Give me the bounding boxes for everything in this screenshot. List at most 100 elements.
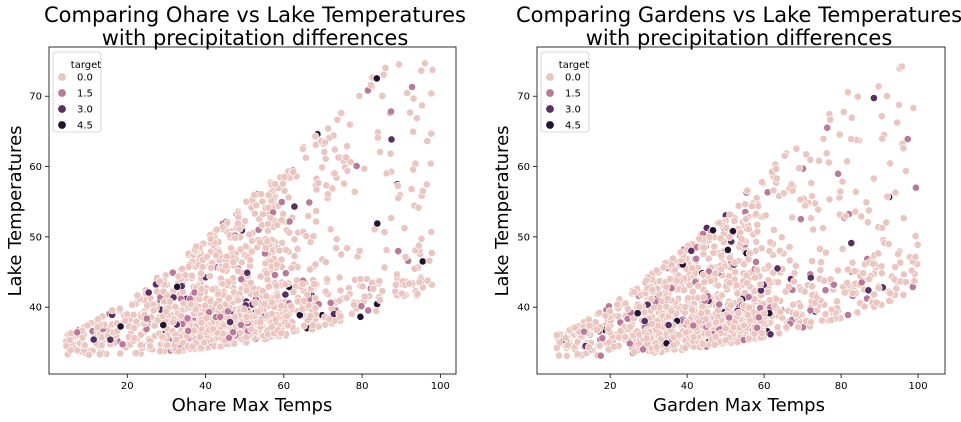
scatter-point bbox=[877, 262, 886, 271]
scatter-point bbox=[393, 181, 402, 190]
scatter-point bbox=[814, 205, 823, 214]
scatter-point bbox=[872, 298, 881, 307]
scatter-point bbox=[706, 276, 715, 285]
scatter-point bbox=[773, 323, 782, 332]
legend-label: 4.5 bbox=[77, 121, 93, 132]
scatter-point bbox=[715, 218, 724, 227]
scatter-point bbox=[382, 169, 391, 178]
scatter-point bbox=[774, 278, 782, 287]
scatter-point bbox=[711, 332, 720, 341]
scatter-point bbox=[807, 318, 815, 327]
scatter-point bbox=[263, 226, 272, 235]
scatter-point bbox=[910, 276, 919, 285]
scatter-point bbox=[841, 212, 850, 221]
scatter-point bbox=[116, 304, 124, 313]
x-tick-label: 80 bbox=[356, 381, 369, 392]
scatter-point bbox=[899, 214, 908, 223]
scatter-point bbox=[417, 66, 426, 75]
scatter-point bbox=[663, 294, 672, 303]
scatter-point bbox=[740, 260, 748, 269]
scatter-point bbox=[414, 241, 423, 250]
chart-title-line1: Comparing Ohare vs Lake Temperatures bbox=[44, 3, 466, 27]
scatter-point bbox=[346, 158, 355, 166]
scatter-point bbox=[414, 203, 423, 212]
scatter-point bbox=[810, 299, 819, 307]
scatter-point bbox=[392, 270, 401, 279]
scatter-point bbox=[704, 329, 713, 338]
chart-title-line1: Comparing Gardens vs Lake Temperatures bbox=[516, 3, 961, 27]
scatter-point bbox=[250, 209, 259, 218]
scatter-point bbox=[714, 281, 723, 290]
scatter-point bbox=[241, 216, 249, 225]
x-tick-label: 100 bbox=[431, 381, 450, 392]
scatter-point bbox=[830, 280, 838, 289]
scatter-point bbox=[78, 333, 87, 342]
scatter-point bbox=[838, 244, 847, 253]
scatter-point bbox=[323, 190, 332, 199]
scatter-point bbox=[704, 254, 713, 263]
scatter-point bbox=[840, 288, 849, 297]
scatter-point bbox=[378, 92, 387, 100]
scatter-point bbox=[681, 303, 690, 311]
scatter-point bbox=[260, 300, 269, 308]
scatter-point bbox=[737, 235, 746, 243]
scatter-point bbox=[593, 326, 601, 334]
scatter-point bbox=[772, 164, 781, 173]
scatter-point bbox=[201, 301, 210, 310]
scatter-point bbox=[710, 242, 719, 251]
scatter-point bbox=[639, 345, 647, 354]
y-tick-label: 50 bbox=[517, 232, 530, 243]
scatter-point bbox=[285, 217, 294, 226]
scatter-point bbox=[311, 294, 320, 303]
scatter-point bbox=[907, 266, 916, 275]
scatter-point bbox=[848, 289, 857, 298]
scatter-point bbox=[246, 256, 255, 264]
scatter-point bbox=[844, 311, 852, 319]
scatter-point bbox=[305, 198, 314, 207]
legend-marker bbox=[545, 88, 555, 98]
scatter-point bbox=[234, 296, 242, 305]
scatter-point bbox=[676, 248, 685, 257]
scatter-point bbox=[352, 162, 361, 170]
scatter-point bbox=[796, 195, 805, 204]
scatter-point bbox=[427, 249, 436, 257]
scatter-point bbox=[242, 312, 251, 321]
scatter-point bbox=[255, 238, 264, 247]
scatter-point bbox=[345, 120, 354, 129]
scatter-point bbox=[584, 343, 593, 351]
scatter-point bbox=[240, 305, 249, 314]
scatter-point bbox=[250, 190, 259, 199]
scatter-point bbox=[360, 164, 369, 173]
scatter-point bbox=[913, 240, 922, 249]
scatter-point bbox=[320, 147, 329, 156]
y-tick-label: 60 bbox=[29, 162, 42, 173]
scatter-point bbox=[207, 263, 215, 272]
scatter-point bbox=[290, 235, 299, 244]
scatter-point bbox=[789, 300, 797, 309]
scatter-point bbox=[347, 309, 356, 318]
scatter-point bbox=[758, 178, 766, 186]
scatter-point bbox=[613, 300, 622, 309]
scatter-point bbox=[779, 189, 788, 198]
scatter-point bbox=[864, 206, 873, 215]
scatter-point bbox=[742, 215, 750, 224]
scatter-point bbox=[300, 321, 308, 330]
scatter-point bbox=[753, 227, 762, 236]
scatter-point bbox=[817, 258, 825, 267]
scatter-point bbox=[334, 153, 343, 162]
scatter-point bbox=[571, 323, 580, 332]
scatter-point bbox=[258, 210, 267, 218]
scatter-point bbox=[667, 307, 676, 315]
scatter-point bbox=[406, 108, 414, 117]
scatter-point bbox=[562, 351, 571, 360]
scatter-point bbox=[797, 215, 805, 224]
scatter-point bbox=[811, 199, 819, 208]
scatter-point bbox=[900, 270, 908, 279]
scatter-point bbox=[303, 290, 312, 299]
scatter-point bbox=[698, 340, 707, 348]
scatter-point bbox=[912, 183, 920, 192]
x-tick-label: 60 bbox=[277, 381, 290, 392]
scatter-point bbox=[700, 243, 708, 252]
scatter-point bbox=[891, 263, 900, 271]
scatter-point bbox=[895, 101, 903, 109]
